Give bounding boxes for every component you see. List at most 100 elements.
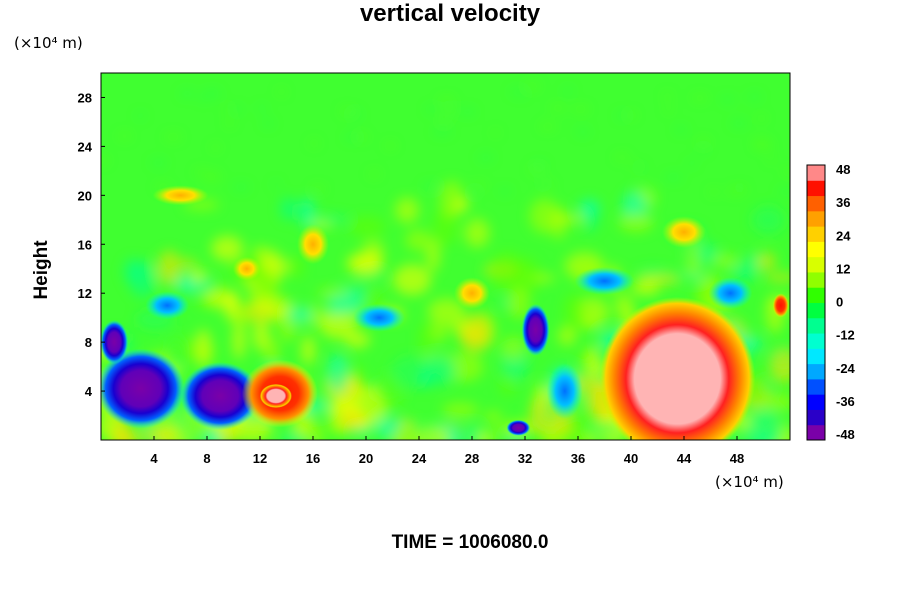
field-blob	[123, 258, 143, 284]
velocity-cell	[297, 224, 329, 265]
wave-blob	[150, 160, 167, 165]
field-blob	[317, 287, 354, 298]
wave-blob	[632, 164, 641, 169]
field-blob	[301, 335, 316, 365]
wave-blob	[733, 187, 747, 192]
chart-title: vertical velocity	[359, 0, 541, 27]
field-blob	[442, 402, 479, 418]
wave-blob	[783, 169, 790, 174]
wave-blob	[101, 158, 109, 163]
field-blob	[287, 306, 314, 324]
field-blob	[500, 373, 515, 396]
wave-blob	[211, 145, 220, 150]
colorbar-tick-label: 36	[836, 195, 850, 210]
colorbar-tick-label: 24	[836, 228, 851, 243]
wave-blob	[309, 141, 319, 146]
wave-blob	[576, 130, 590, 135]
wave-blob	[778, 189, 790, 194]
field-blob	[745, 409, 783, 440]
field-blob	[501, 336, 526, 362]
colorbar-tick-label: -12	[836, 328, 855, 343]
wave-blob	[233, 107, 243, 112]
x-tick-label: 32	[518, 451, 532, 466]
field-blob	[294, 203, 310, 222]
wave-blob	[194, 170, 207, 175]
field-blob	[167, 336, 194, 364]
wave-blob	[277, 89, 286, 94]
wave-blob	[344, 135, 360, 140]
x-tick-label: 24	[412, 451, 427, 466]
field-blob	[393, 422, 418, 440]
y-tick-label: 8	[85, 335, 92, 350]
wave-blob	[626, 113, 636, 118]
colorbar-swatch	[807, 378, 825, 395]
field-blob	[484, 410, 502, 424]
colorbar-swatch	[807, 424, 825, 441]
field-blob	[417, 371, 433, 389]
field-blob	[427, 298, 466, 324]
field-blob	[563, 293, 586, 332]
velocity-cell	[232, 256, 261, 281]
field-blob	[395, 197, 419, 224]
field-blob	[347, 286, 370, 299]
field-blob	[224, 291, 240, 322]
wave-blob	[563, 89, 573, 94]
y-tick-label: 12	[78, 286, 92, 301]
field-blob	[173, 275, 213, 293]
colorbar-swatch	[807, 363, 825, 380]
field-blob	[253, 318, 270, 352]
wave-blob	[754, 143, 773, 148]
y-tick-label: 4	[85, 384, 93, 399]
field-blob	[279, 197, 297, 221]
field-blob	[418, 322, 434, 354]
wave-blob	[492, 130, 499, 135]
velocity-cell	[101, 320, 129, 365]
field-blob	[252, 294, 293, 318]
wave-blob	[199, 96, 208, 101]
wave-blob	[687, 161, 696, 166]
x-tick-label: 48	[730, 451, 744, 466]
wave-blob	[699, 148, 708, 153]
wave-blob	[310, 186, 326, 191]
wave-blob	[224, 106, 231, 111]
wave-blob	[471, 183, 486, 188]
wave-blob	[757, 116, 766, 121]
colorbar-swatch	[807, 241, 825, 258]
y-tick-label: 24	[78, 139, 93, 154]
velocity-cell	[180, 361, 261, 430]
wave-blob	[616, 113, 628, 118]
field-blob	[392, 264, 432, 296]
field-blob	[587, 422, 622, 436]
wave-blob	[438, 98, 455, 103]
field-blob	[289, 254, 305, 279]
field-blob	[311, 215, 350, 224]
wave-blob	[258, 105, 266, 110]
colorbar-swatch	[807, 226, 825, 242]
wave-blob	[533, 162, 546, 167]
velocity-cell	[708, 277, 753, 310]
wave-blob	[262, 121, 274, 126]
colorbar-swatch	[807, 256, 825, 273]
wave-blob	[368, 172, 380, 177]
wave-blob	[445, 109, 455, 114]
wave-blob	[524, 84, 541, 89]
wave-blob	[164, 134, 182, 139]
colorbar-tick-label: -24	[836, 361, 856, 376]
field-blob	[731, 262, 759, 283]
x-tick-label: 40	[624, 451, 638, 466]
colorbar-swatch	[807, 348, 825, 365]
field-blob	[770, 348, 790, 384]
colorbar-tick-label: 12	[836, 261, 850, 276]
field-blob	[453, 198, 469, 212]
field-blob	[232, 320, 246, 360]
field-blob	[191, 267, 204, 285]
velocity-cell	[772, 293, 789, 318]
field-blob	[405, 229, 432, 251]
wave-blob	[203, 91, 222, 96]
colorbar-swatch	[807, 333, 825, 349]
field-blob	[464, 218, 490, 248]
wave-blob	[542, 183, 554, 188]
wave-blob	[767, 157, 775, 162]
field-blob	[465, 424, 482, 440]
